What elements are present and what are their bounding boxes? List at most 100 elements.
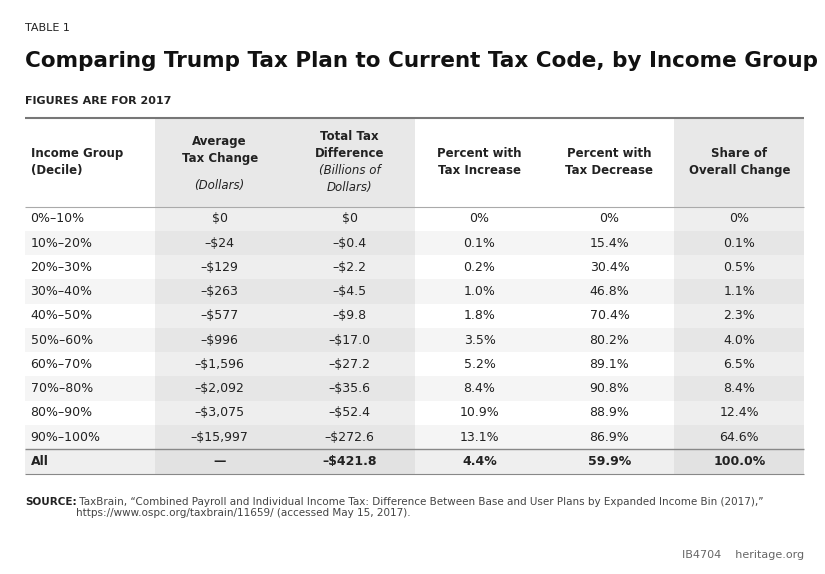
Text: (Billions of
Dollars): (Billions of Dollars) xyxy=(318,164,380,195)
Text: (Dollars): (Dollars) xyxy=(195,179,245,192)
Text: 0.1%: 0.1% xyxy=(464,236,496,250)
Text: Total Tax
Difference: Total Tax Difference xyxy=(315,130,384,160)
Text: –$263: –$263 xyxy=(200,285,238,298)
Bar xyxy=(414,449,544,474)
Bar xyxy=(285,377,414,401)
Bar xyxy=(674,231,804,255)
Bar xyxy=(414,328,544,352)
Bar xyxy=(544,449,674,474)
Text: 60%–70%: 60%–70% xyxy=(31,358,92,371)
Text: 70%–80%: 70%–80% xyxy=(31,382,92,395)
Text: 90%–100%: 90%–100% xyxy=(31,430,101,444)
Text: 0.1%: 0.1% xyxy=(724,236,756,250)
Text: 0%: 0% xyxy=(600,212,620,225)
Bar xyxy=(155,328,285,352)
Bar xyxy=(414,425,544,449)
Bar xyxy=(285,449,414,474)
Bar xyxy=(544,280,674,304)
Bar xyxy=(544,352,674,377)
Text: –$996: –$996 xyxy=(200,333,238,347)
Bar xyxy=(155,425,285,449)
Bar xyxy=(25,304,155,328)
Text: –$4.5: –$4.5 xyxy=(332,285,366,298)
Text: 2.3%: 2.3% xyxy=(724,309,755,323)
Bar xyxy=(544,231,674,255)
Bar xyxy=(285,280,414,304)
Text: –$15,997: –$15,997 xyxy=(191,430,248,444)
Bar xyxy=(674,377,804,401)
Bar xyxy=(285,401,414,425)
Text: 6.5%: 6.5% xyxy=(724,358,756,371)
Text: 80%–90%: 80%–90% xyxy=(31,406,92,420)
Bar xyxy=(25,425,155,449)
Text: –$3,075: –$3,075 xyxy=(195,406,245,420)
Text: 46.8%: 46.8% xyxy=(590,285,629,298)
Text: 80.2%: 80.2% xyxy=(590,333,629,347)
Text: —: — xyxy=(214,455,226,468)
Text: Average
Tax Change: Average Tax Change xyxy=(182,134,257,165)
Text: SOURCE:: SOURCE: xyxy=(25,497,77,506)
Bar xyxy=(414,231,544,255)
Bar xyxy=(25,401,155,425)
Text: 10%–20%: 10%–20% xyxy=(31,236,92,250)
Text: 86.9%: 86.9% xyxy=(590,430,629,444)
Text: IB4704    heritage.org: IB4704 heritage.org xyxy=(682,550,804,560)
Bar xyxy=(414,377,544,401)
Bar xyxy=(674,280,804,304)
Text: $0: $0 xyxy=(212,212,228,225)
Bar xyxy=(285,118,414,207)
Text: TABLE 1: TABLE 1 xyxy=(25,23,69,33)
Text: Percent with
Tax Decrease: Percent with Tax Decrease xyxy=(565,147,653,177)
Text: 12.4%: 12.4% xyxy=(719,406,759,420)
Bar xyxy=(414,401,544,425)
Text: 3.5%: 3.5% xyxy=(464,333,496,347)
Bar xyxy=(285,231,414,255)
Text: 0.2%: 0.2% xyxy=(464,261,496,274)
Text: –$35.6: –$35.6 xyxy=(328,382,370,395)
Text: Share of
Overall Change: Share of Overall Change xyxy=(689,147,790,177)
Bar xyxy=(25,449,155,474)
Text: All: All xyxy=(31,455,49,468)
Text: –$1,596: –$1,596 xyxy=(195,358,244,371)
Bar xyxy=(544,401,674,425)
Bar xyxy=(25,231,155,255)
Bar xyxy=(674,425,804,449)
Bar xyxy=(544,304,674,328)
Text: 30.4%: 30.4% xyxy=(590,261,629,274)
Text: –$0.4: –$0.4 xyxy=(332,236,366,250)
Bar xyxy=(544,207,674,231)
Text: –$27.2: –$27.2 xyxy=(328,358,370,371)
Bar xyxy=(674,401,804,425)
Bar xyxy=(155,255,285,280)
Text: 40%–50%: 40%–50% xyxy=(31,309,92,323)
Bar xyxy=(674,328,804,352)
Bar xyxy=(285,207,414,231)
Bar xyxy=(155,304,285,328)
Text: $0: $0 xyxy=(342,212,357,225)
Text: 100.0%: 100.0% xyxy=(714,455,766,468)
Bar xyxy=(155,280,285,304)
Bar xyxy=(414,280,544,304)
Text: –$129: –$129 xyxy=(200,261,238,274)
Bar xyxy=(155,231,285,255)
Bar xyxy=(25,255,155,280)
Bar xyxy=(674,207,804,231)
Text: 13.1%: 13.1% xyxy=(460,430,499,444)
Text: 0%: 0% xyxy=(729,212,749,225)
Text: –$9.8: –$9.8 xyxy=(332,309,366,323)
Bar xyxy=(414,207,544,231)
Bar xyxy=(155,207,285,231)
Bar xyxy=(674,118,804,207)
Text: 90.8%: 90.8% xyxy=(590,382,629,395)
Text: –$577: –$577 xyxy=(200,309,238,323)
Bar xyxy=(25,207,155,231)
Bar xyxy=(25,280,155,304)
Bar xyxy=(674,255,804,280)
Text: 20%–30%: 20%–30% xyxy=(31,261,92,274)
Text: 4.0%: 4.0% xyxy=(724,333,756,347)
Bar xyxy=(544,255,674,280)
Bar xyxy=(414,304,544,328)
Bar xyxy=(285,255,414,280)
Text: 1.8%: 1.8% xyxy=(464,309,496,323)
Text: 88.9%: 88.9% xyxy=(590,406,629,420)
